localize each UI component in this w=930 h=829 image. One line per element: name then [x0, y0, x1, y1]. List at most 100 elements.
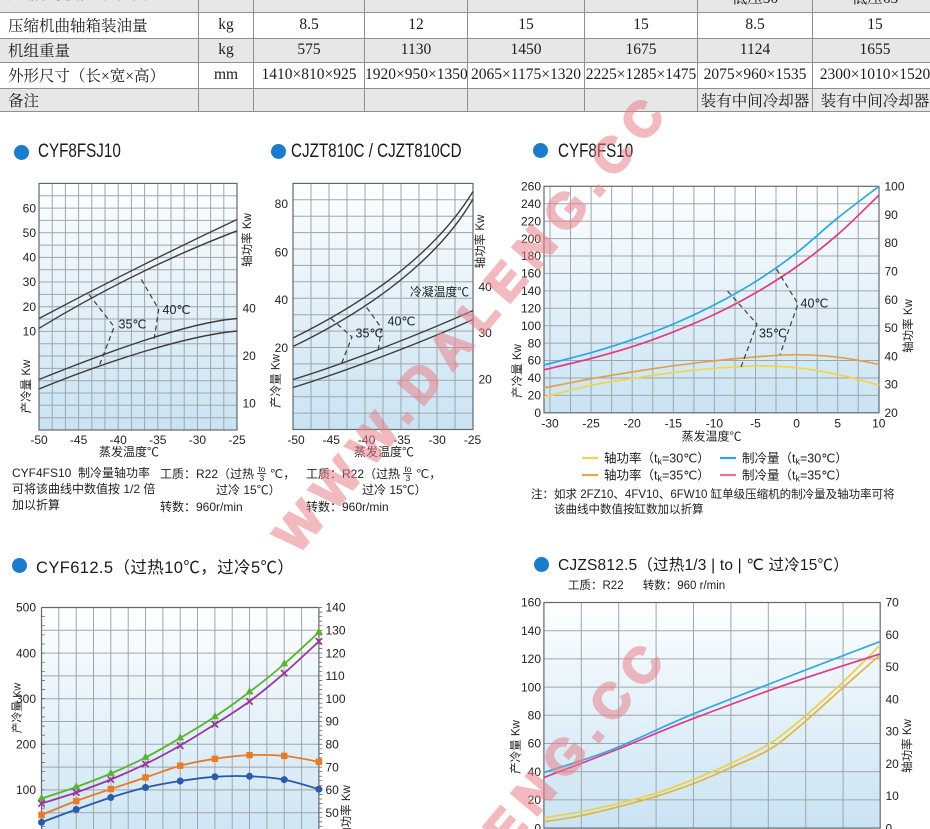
svg-text:60: 60 [326, 783, 340, 797]
svg-text:-45: -45 [323, 433, 341, 447]
svg-text:240: 240 [521, 197, 541, 211]
svg-text:20: 20 [23, 300, 37, 314]
svg-text:产冷量 Kw: 产冷量 Kw [269, 353, 283, 407]
svg-text:60: 60 [275, 246, 289, 260]
svg-text:50: 50 [326, 806, 340, 820]
svg-text:10: 10 [23, 325, 37, 339]
svg-text:400: 400 [16, 646, 36, 660]
svg-text:40: 40 [23, 251, 37, 265]
svg-text:0: 0 [886, 821, 893, 829]
svg-text:20: 20 [275, 341, 289, 355]
svg-text:40: 40 [243, 302, 257, 316]
svg-text:产冷量 Kw: 产冷量 Kw [19, 359, 33, 413]
svg-text:40℃: 40℃ [801, 297, 829, 311]
svg-text:120: 120 [521, 302, 541, 316]
svg-text:轴功率 Kw: 轴功率 Kw [900, 718, 914, 772]
svg-text:蒸发温度℃: 蒸发温度℃ [99, 444, 159, 459]
svg-text:40℃: 40℃ [388, 315, 416, 329]
svg-text:140: 140 [521, 624, 541, 638]
svg-text:110: 110 [326, 669, 345, 683]
svg-text:60: 60 [528, 737, 542, 751]
svg-text:50: 50 [886, 660, 900, 674]
svg-text:轴功率 Kw: 轴功率 Kw [339, 784, 353, 829]
svg-text:30: 30 [479, 326, 493, 340]
svg-text:50: 50 [885, 321, 899, 335]
svg-text:60: 60 [23, 201, 37, 215]
svg-text:35℃: 35℃ [119, 318, 147, 332]
svg-text:10: 10 [872, 417, 886, 431]
svg-text:-25: -25 [228, 433, 246, 447]
svg-text:-25: -25 [582, 417, 600, 431]
svg-text:60: 60 [885, 293, 899, 307]
svg-text:0: 0 [793, 417, 800, 431]
svg-text:90: 90 [885, 208, 899, 222]
svg-text:140: 140 [521, 284, 541, 298]
svg-text:产冷量 Kw: 产冷量 Kw [510, 343, 524, 397]
svg-text:30: 30 [23, 275, 37, 289]
svg-text:260: 260 [521, 180, 541, 194]
svg-text:制冷量（tk=30℃）: 制冷量（tk=30℃） [742, 452, 848, 467]
svg-text:蒸发温度℃: 蒸发温度℃ [681, 429, 741, 444]
svg-text:40: 40 [275, 293, 289, 307]
svg-text:-5: -5 [750, 417, 761, 431]
svg-text:300: 300 [16, 692, 36, 706]
svg-text:20: 20 [528, 389, 542, 403]
svg-text:-15: -15 [665, 417, 683, 431]
svg-text:-20: -20 [624, 417, 642, 431]
svg-text:-45: -45 [70, 433, 88, 447]
svg-text:60: 60 [528, 354, 542, 368]
svg-text:轴功率 Kw: 轴功率 Kw [240, 212, 254, 266]
svg-text:35℃: 35℃ [759, 327, 787, 341]
svg-text:轴功率 Kw: 轴功率 Kw [901, 298, 915, 352]
svg-text:160: 160 [521, 267, 541, 281]
svg-text:产冷量 Kw: 产冷量 Kw [10, 683, 24, 734]
svg-text:蒸发温度℃: 蒸发温度℃ [354, 444, 414, 459]
svg-text:轴功率（tk=30℃）: 轴功率（tk=30℃） [604, 451, 710, 467]
svg-text:100: 100 [885, 180, 905, 194]
svg-text:80: 80 [326, 738, 340, 752]
svg-text:10: 10 [886, 789, 900, 803]
svg-text:40: 40 [886, 692, 900, 706]
svg-text:130: 130 [326, 624, 346, 638]
svg-text:100: 100 [521, 319, 541, 333]
svg-text:0: 0 [534, 406, 541, 420]
svg-text:180: 180 [521, 249, 541, 263]
svg-text:35℃: 35℃ [356, 327, 384, 341]
svg-text:40: 40 [528, 371, 542, 385]
svg-text:500: 500 [16, 601, 36, 615]
svg-text:20: 20 [886, 757, 900, 771]
svg-text:120: 120 [326, 646, 346, 660]
svg-text:70: 70 [326, 760, 340, 774]
svg-text:200: 200 [521, 232, 541, 246]
svg-text:轴功率（tk=35℃）: 轴功率（tk=35℃） [604, 468, 710, 484]
svg-text:200: 200 [16, 738, 36, 752]
svg-text:产冷量 Kw: 产冷量 Kw [509, 719, 523, 773]
svg-text:80: 80 [528, 709, 542, 723]
svg-text:50: 50 [23, 226, 37, 240]
svg-text:220: 220 [521, 214, 541, 228]
svg-text:-50: -50 [287, 433, 305, 447]
svg-text:120: 120 [521, 652, 541, 666]
svg-text:20: 20 [885, 406, 899, 420]
svg-text:80: 80 [275, 197, 289, 211]
svg-text:40: 40 [479, 280, 493, 294]
svg-text:-30: -30 [429, 433, 447, 447]
svg-text:80: 80 [528, 336, 542, 350]
svg-text:30: 30 [886, 725, 900, 739]
svg-text:100: 100 [521, 680, 541, 694]
svg-text:160: 160 [521, 596, 541, 610]
svg-text:20: 20 [479, 372, 493, 386]
svg-text:70: 70 [885, 264, 899, 278]
svg-text:40: 40 [528, 765, 542, 779]
svg-text:90: 90 [326, 715, 340, 729]
svg-text:20: 20 [243, 349, 257, 363]
svg-text:-40: -40 [110, 433, 128, 447]
svg-text:100: 100 [16, 783, 36, 797]
svg-text:0: 0 [534, 821, 541, 829]
svg-text:80: 80 [885, 236, 899, 250]
svg-text:-40: -40 [358, 433, 376, 447]
svg-text:-35: -35 [149, 433, 167, 447]
svg-text:冷凝温度℃: 冷凝温度℃ [410, 285, 469, 299]
svg-text:-25: -25 [464, 433, 482, 447]
svg-text:-10: -10 [706, 417, 724, 431]
